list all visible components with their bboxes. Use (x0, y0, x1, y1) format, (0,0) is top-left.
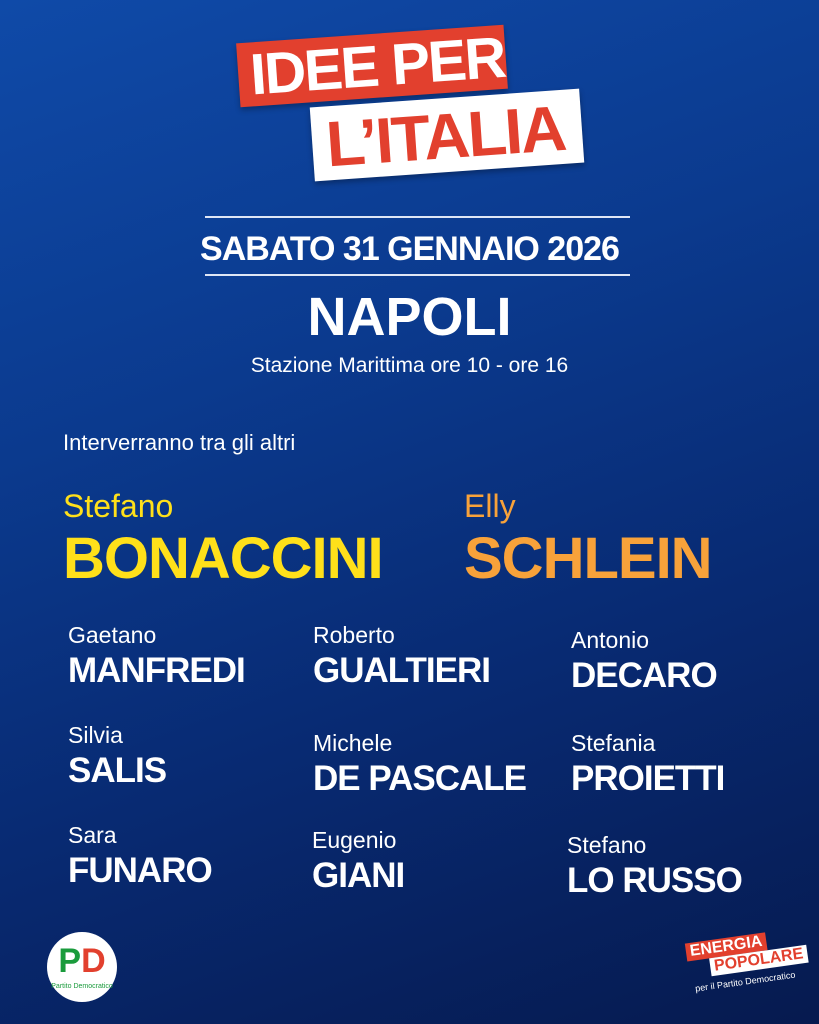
energia-popolare-logo: ENERGIA POPOLARE per il Partito Democrat… (684, 927, 811, 997)
speaker: Michele DE PASCALE (313, 730, 527, 799)
pd-logo: PD Partito Democratico (47, 932, 117, 1002)
last-name: DECARO (571, 656, 718, 695)
first-name: Gaetano (68, 622, 157, 648)
last-name: SALIS (68, 751, 167, 790)
logo-line-3: per il Partito Democratico (694, 969, 796, 994)
title-line-1: IDEE PER (236, 24, 508, 107)
speaker: Eugenio GIANI (312, 827, 405, 896)
last-name: DE PASCALE (313, 759, 527, 798)
speaker: Stefano LO RUSSO (567, 832, 743, 901)
first-name: Stefania (571, 730, 656, 756)
last-name: GIANI (312, 856, 405, 895)
last-name: BONACCINI (63, 526, 384, 591)
first-name: Roberto (313, 622, 395, 648)
speaker: Silvia SALIS (68, 722, 167, 791)
first-name: Stefano (63, 488, 174, 524)
first-name: Stefano (567, 832, 647, 858)
first-name: Michele (313, 730, 393, 756)
headliner: Stefano BONACCINI (63, 488, 384, 592)
last-name: GUALTIERI (313, 651, 491, 690)
last-name: MANFREDI (68, 651, 246, 690)
last-name: LO RUSSO (567, 861, 743, 900)
last-name: PROIETTI (571, 759, 725, 798)
logo-letter-p: P (58, 942, 82, 980)
event-date: SABATO 31 GENNAIO 2026 (200, 230, 620, 268)
divider-top (205, 216, 630, 218)
speaker: Gaetano MANFREDI (68, 622, 246, 691)
first-name: Sara (68, 822, 117, 848)
headliner: Elly SCHLEIN (464, 488, 713, 592)
logo-letter-d: D (81, 942, 106, 980)
first-name: Antonio (571, 627, 650, 653)
logo-text: Partito Democratico (51, 983, 113, 990)
last-name: SCHLEIN (464, 526, 713, 591)
speaker: Stefania PROIETTI (571, 730, 725, 799)
speaker: Sara FUNARO (68, 822, 213, 891)
event-venue: Stazione Marittima ore 10 - ore 16 (250, 354, 569, 377)
speakers-intro: Interverranno tra gli altri (63, 430, 296, 455)
last-name: FUNARO (68, 851, 213, 890)
event-city: NAPOLI (307, 287, 512, 347)
title-line-2: L’ITALIA (309, 88, 585, 182)
first-name: Silvia (68, 722, 123, 748)
first-name: Eugenio (312, 827, 397, 853)
speaker: Roberto GUALTIERI (313, 622, 491, 691)
speaker: Antonio DECARO (571, 627, 718, 696)
divider-bottom (205, 274, 630, 276)
first-name: Elly (464, 488, 516, 524)
